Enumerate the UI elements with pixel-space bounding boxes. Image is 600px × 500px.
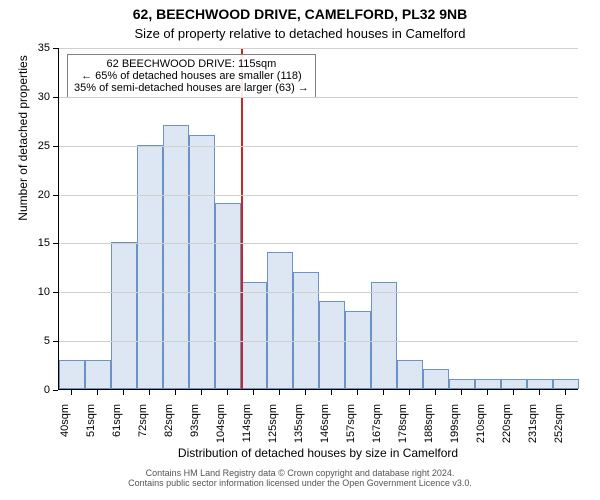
histogram-bar [85,360,111,389]
x-tick-mark [253,390,254,395]
grid-line [59,97,578,98]
x-tick-mark [305,390,306,395]
histogram-bar [501,379,527,389]
x-tick-mark [175,390,176,395]
y-tick-mark [53,97,58,98]
x-tick-mark [357,390,358,395]
x-tick-mark [565,390,566,395]
annotation-line-3: 35% of semi-detached houses are larger (… [74,82,309,94]
x-tick-mark [201,390,202,395]
x-tick-label: 188sqm [423,404,435,454]
chart-main-title: 62, BEECHWOOD DRIVE, CAMELFORD, PL32 9NB [0,6,600,22]
histogram-bar [553,379,579,389]
annotation-line-1: 62 BEECHWOOD DRIVE: 115sqm [74,58,309,70]
histogram-bar [475,379,501,389]
x-tick-mark [227,390,228,395]
x-tick-label: 167sqm [371,404,383,454]
annotation-line-2: ← 65% of detached houses are smaller (11… [74,70,309,82]
histogram-bar [293,272,319,389]
y-tick-label: 0 [28,384,50,396]
histogram-bar [267,252,293,389]
x-tick-mark [487,390,488,395]
y-tick-mark [53,341,58,342]
y-tick-mark [53,146,58,147]
grid-line [59,341,578,342]
y-tick-mark [53,48,58,49]
x-tick-mark [97,390,98,395]
histogram-bar [449,379,475,389]
histogram-bar [137,145,163,389]
x-tick-mark [461,390,462,395]
histogram-bar [189,135,215,389]
x-tick-label: 157sqm [345,404,357,454]
property-marker-line [241,48,243,389]
y-tick-label: 35 [28,42,50,54]
x-tick-mark [331,390,332,395]
x-tick-mark [513,390,514,395]
x-tick-label: 252sqm [553,404,565,454]
x-tick-label: 82sqm [163,404,175,454]
x-tick-mark [409,390,410,395]
y-tick-mark [53,195,58,196]
x-axis-title: Distribution of detached houses by size … [58,446,578,460]
y-tick-label: 10 [28,286,50,298]
x-tick-mark [123,390,124,395]
x-tick-label: 220sqm [501,404,513,454]
x-tick-label: 231sqm [527,404,539,454]
x-tick-label: 146sqm [319,404,331,454]
histogram-bar [345,311,371,389]
histogram-bar [241,282,267,389]
y-tick-label: 15 [28,237,50,249]
footer-attribution: Contains HM Land Registry data © Crown c… [0,468,600,488]
chart-plot-area: 62 BEECHWOOD DRIVE: 115sqm ← 65% of deta… [58,48,578,390]
x-tick-mark [539,390,540,395]
x-tick-label: 51sqm [85,404,97,454]
y-tick-label: 20 [28,189,50,201]
x-tick-label: 40sqm [59,404,71,454]
x-tick-label: 135sqm [293,404,305,454]
x-tick-label: 72sqm [137,404,149,454]
grid-line [59,243,578,244]
x-tick-label: 178sqm [397,404,409,454]
histogram-bar [215,203,241,389]
x-tick-mark [279,390,280,395]
x-tick-label: 210sqm [475,404,487,454]
histogram-bar [527,379,553,389]
histogram-bar [371,282,397,389]
grid-line [59,292,578,293]
footer-line-1: Contains HM Land Registry data © Crown c… [0,468,600,478]
y-tick-label: 30 [28,91,50,103]
histogram-bar [397,360,423,389]
x-tick-label: 93sqm [189,404,201,454]
x-tick-mark [71,390,72,395]
grid-line [59,195,578,196]
y-tick-mark [53,390,58,391]
x-tick-label: 114sqm [241,404,253,454]
chart-sub-title: Size of property relative to detached ho… [0,26,600,41]
histogram-bar [423,369,449,389]
y-tick-mark [53,292,58,293]
x-tick-mark [149,390,150,395]
x-tick-mark [435,390,436,395]
histogram-bar [319,301,345,389]
annotation-box: 62 BEECHWOOD DRIVE: 115sqm ← 65% of deta… [67,54,316,98]
x-tick-mark [383,390,384,395]
x-tick-label: 125sqm [267,404,279,454]
y-tick-label: 25 [28,140,50,152]
histogram-bar [163,125,189,389]
histogram-bar [59,360,85,389]
grid-line [59,146,578,147]
footer-line-2: Contains public sector information licen… [0,478,600,488]
y-tick-label: 5 [28,335,50,347]
x-tick-label: 61sqm [111,404,123,454]
y-tick-mark [53,243,58,244]
histogram-bar [111,242,137,389]
grid-line [59,48,578,49]
x-tick-label: 199sqm [449,404,461,454]
x-tick-label: 104sqm [215,404,227,454]
